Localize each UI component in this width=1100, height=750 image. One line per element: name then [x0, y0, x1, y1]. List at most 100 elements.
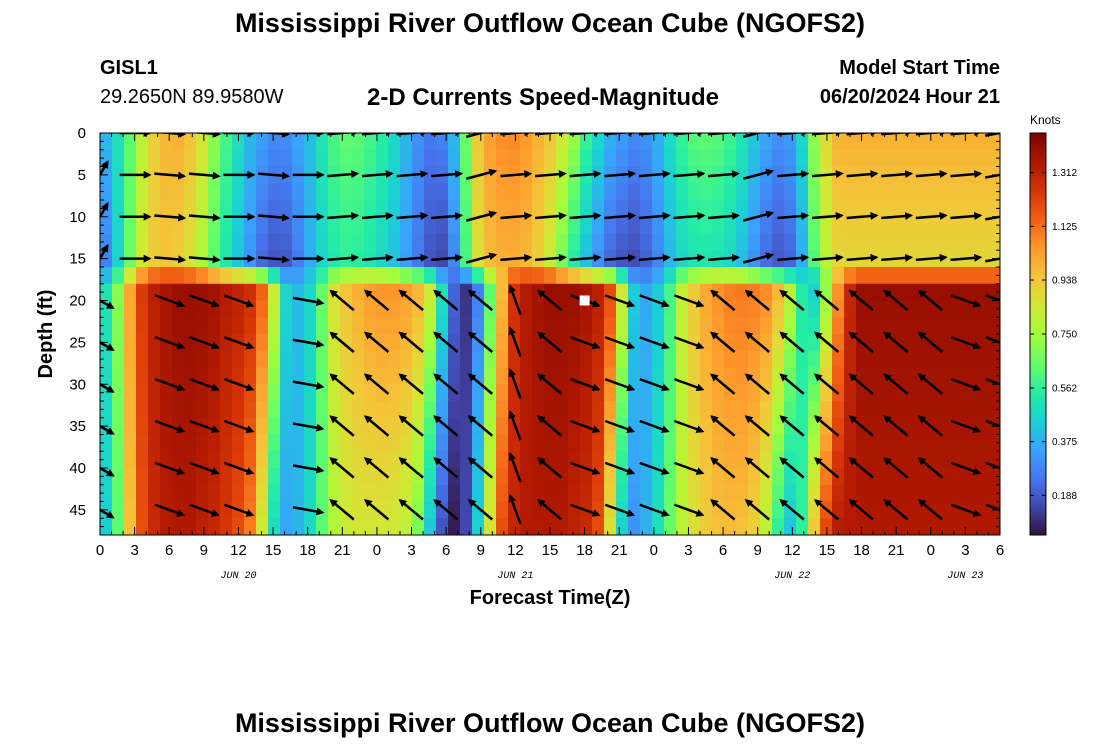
heat-cell — [424, 401, 437, 419]
heat-cell — [484, 166, 497, 184]
heat-cell — [160, 149, 173, 168]
heat-cell — [616, 200, 629, 218]
heat-cell — [376, 434, 389, 452]
heat-cell — [112, 367, 125, 385]
subsurface-vector-arrow — [329, 415, 355, 437]
heat-cell — [424, 133, 437, 151]
heat-cell — [388, 434, 401, 452]
heat-cell — [868, 267, 881, 285]
surface-vector-arrow — [396, 211, 429, 220]
heat-cell — [616, 518, 629, 535]
heat-cell — [688, 518, 701, 535]
heat-cell — [568, 501, 581, 519]
heat-cell — [232, 133, 245, 151]
heat-cell — [556, 384, 569, 402]
heat-cell — [964, 350, 977, 369]
heat-cell — [820, 200, 833, 218]
heat-cell — [268, 451, 281, 469]
heat-cell — [220, 501, 233, 519]
heat-cell — [664, 283, 677, 302]
heat-cell — [832, 283, 845, 302]
heat-cell — [736, 267, 749, 285]
heat-cell — [148, 484, 161, 503]
date-label: JUN 21 — [497, 571, 533, 582]
heat-cell — [532, 216, 545, 235]
heat-cell — [664, 401, 677, 419]
surface-vector-arrow — [811, 211, 844, 220]
surface-vector-arrow — [777, 170, 810, 179]
heat-cell — [808, 183, 821, 201]
heat-cell — [220, 350, 233, 369]
heat-cell — [184, 518, 197, 535]
heat-cell — [940, 300, 953, 318]
heat-cell — [460, 300, 473, 318]
heat-cell — [292, 417, 305, 436]
surface-vector-arrow — [396, 133, 429, 137]
heat-cell — [424, 501, 437, 519]
heat-cell — [700, 283, 713, 302]
heat-cell — [304, 350, 317, 369]
subsurface-vector-arrow — [398, 373, 424, 395]
surface-vector-arrow — [950, 170, 983, 179]
heat-cell — [628, 451, 641, 469]
heat-cell — [976, 317, 989, 335]
heat-cell — [460, 501, 473, 519]
heat-cell — [976, 283, 989, 302]
heat-cell — [724, 350, 737, 369]
heat-cell — [508, 233, 521, 251]
heat-cell — [136, 501, 149, 519]
heat-cell — [280, 451, 293, 469]
heat-cell — [184, 384, 197, 402]
heat-cell — [652, 133, 665, 151]
surface-vector-arrow — [465, 252, 498, 264]
heat-cell — [604, 468, 617, 486]
subsurface-vector-arrow — [604, 294, 636, 308]
subsurface-vector-arrow — [639, 503, 670, 517]
heat-cell — [544, 484, 557, 503]
heat-cell — [436, 149, 449, 168]
heat-cell — [520, 417, 533, 436]
heat-cell — [688, 233, 701, 251]
heat-cell — [520, 468, 533, 486]
heat-cell — [208, 283, 221, 302]
heat-cell — [532, 451, 545, 469]
heat-cell — [124, 350, 137, 369]
heat-cell — [280, 350, 293, 369]
heat-cell — [532, 350, 545, 369]
subsurface-vector-arrow — [779, 415, 805, 437]
heat-cell — [316, 133, 329, 151]
heat-cell — [412, 267, 425, 285]
heat-cell — [652, 434, 665, 452]
heat-cell — [436, 317, 449, 335]
heat-cell — [400, 300, 413, 318]
subsurface-vector-arrow — [883, 331, 909, 353]
heat-cell — [412, 451, 425, 469]
subsurface-vector-arrow — [570, 461, 601, 475]
heat-cell — [568, 200, 581, 218]
heat-cell — [484, 317, 497, 335]
heat-cell — [568, 384, 581, 402]
heat-cell — [772, 417, 785, 436]
heat-cell — [424, 233, 437, 251]
heat-cell — [964, 451, 977, 469]
heat-cell — [904, 501, 917, 519]
heat-cell — [448, 133, 461, 151]
heat-cell — [376, 384, 389, 402]
subsurface-vector-arrow — [917, 498, 944, 521]
heat-cell — [136, 401, 149, 419]
heat-cell — [784, 484, 797, 503]
heat-cell — [160, 267, 173, 285]
heat-cell — [940, 233, 953, 251]
heat-cell — [856, 367, 869, 385]
heat-cell — [952, 183, 965, 201]
heat-cell — [268, 267, 281, 285]
subsurface-vector-arrow — [329, 457, 355, 479]
heat-cell — [688, 434, 701, 452]
heat-cell — [388, 233, 401, 251]
heat-cell — [628, 401, 641, 419]
heat-cell — [328, 233, 341, 251]
surface-vector-arrow — [396, 253, 429, 262]
heat-cell — [940, 401, 953, 419]
heat-cell — [352, 468, 365, 486]
heat-cell — [796, 501, 809, 519]
